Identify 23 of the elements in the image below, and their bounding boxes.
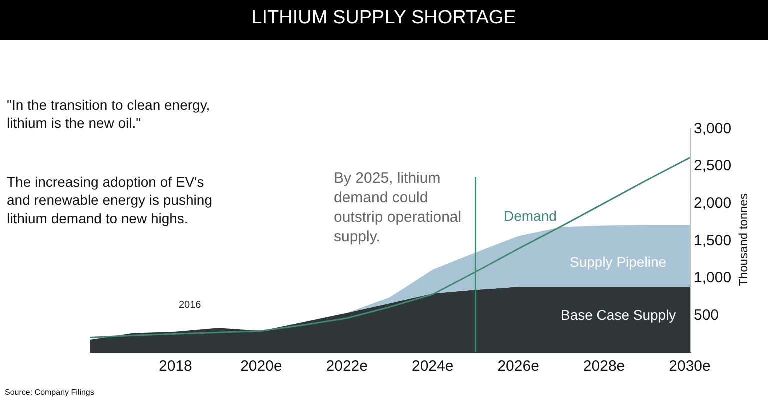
- series-label: Base Case Supply: [561, 307, 676, 323]
- x-tick-label: 2030e: [669, 358, 711, 375]
- x-tick-label: 2024e: [412, 358, 454, 375]
- series-label: Supply Pipeline: [570, 254, 667, 270]
- source-note: Source: Company Filings: [5, 388, 94, 397]
- x-tick-label: 2028e: [583, 358, 626, 375]
- y-tick-label: 1,000: [694, 270, 732, 287]
- chart-title: LITHIUM SUPPLY SHORTAGE: [252, 7, 516, 28]
- x-tick-label: 2026e: [498, 358, 540, 375]
- x-tick-label: 2018: [159, 358, 192, 375]
- x-tick-label: 2022e: [326, 358, 368, 375]
- annotation: "In the transition to clean energy, lithium is the new oil.": [7, 97, 210, 132]
- x-tick-label: 2020e: [240, 358, 282, 375]
- y-tick-label: 2,500: [694, 158, 732, 175]
- y-tick-label: 1,500: [694, 232, 732, 250]
- y-tick-label: 2,000: [694, 194, 732, 212]
- annotation: The increasing adoption of EV's and renewable energy is pushing lithium demand to new highs.: [7, 174, 212, 226]
- ref-line-label: By 2025, lithium demand could outstrip operational supply.: [334, 170, 462, 246]
- annotation: 2016: [179, 300, 202, 311]
- y-tick-label: 3,000: [694, 120, 732, 138]
- y-tick-label: 500: [694, 306, 720, 324]
- series-label: Demand: [504, 208, 557, 224]
- y-axis-title: Thousand tonnes: [736, 194, 750, 286]
